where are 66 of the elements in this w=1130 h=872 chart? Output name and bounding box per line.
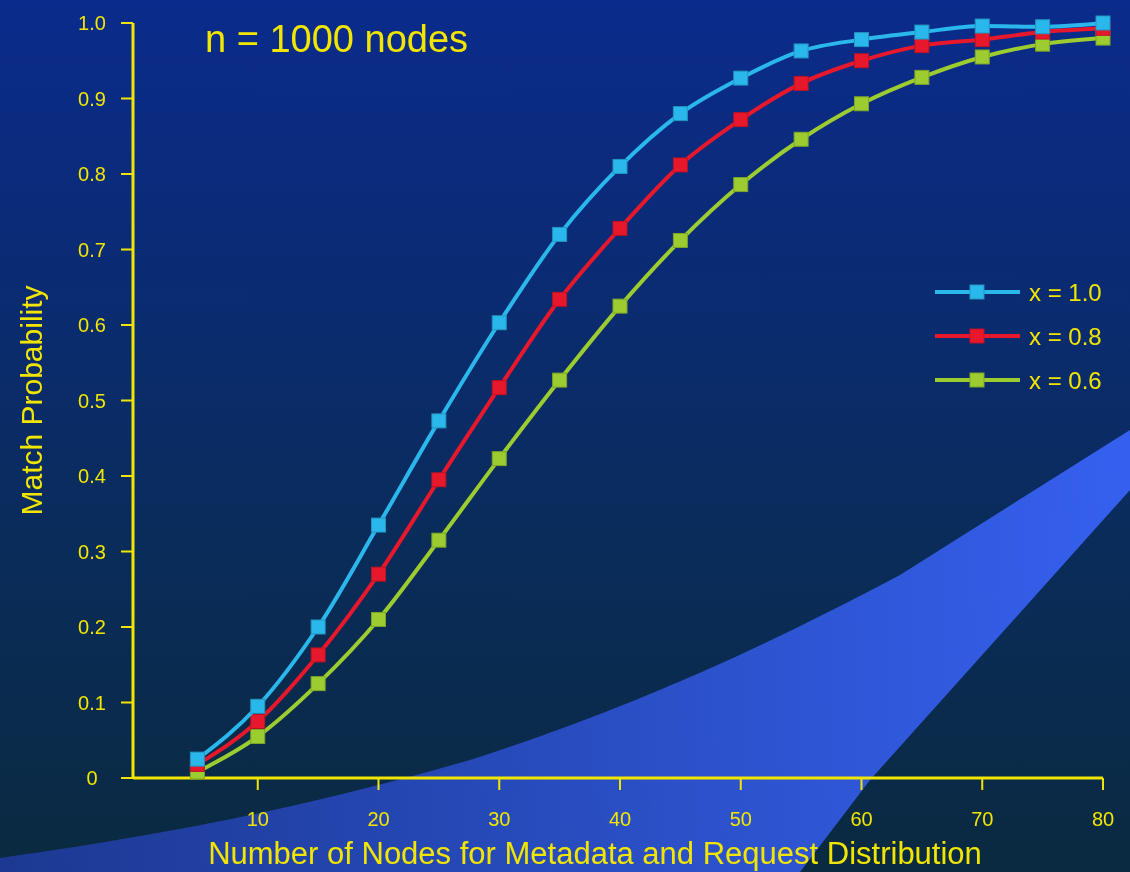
point	[431, 472, 447, 488]
x-tick-label: 10	[246, 808, 269, 830]
x-tick-label: 50	[729, 808, 752, 830]
x-tick-label: 30	[488, 808, 511, 830]
y-tick-label: 0.9	[78, 87, 106, 110]
legend-label: x = 0.8	[1029, 323, 1102, 350]
point	[974, 18, 990, 34]
point	[310, 676, 326, 692]
point	[250, 713, 266, 729]
point	[793, 131, 809, 147]
y-tick-label: 0.8	[78, 163, 106, 185]
point	[552, 372, 568, 388]
y-tick-label: 0.3	[78, 540, 106, 563]
point	[491, 380, 507, 396]
point	[1095, 15, 1111, 31]
point	[733, 70, 749, 86]
y-tick-label: 0.4	[78, 465, 106, 487]
point	[612, 158, 628, 174]
point	[371, 566, 386, 582]
legend-label: x = 1.0	[1029, 279, 1102, 306]
point	[612, 298, 628, 314]
point	[612, 220, 628, 236]
point	[914, 69, 930, 85]
y-tick-label: 0.7	[78, 238, 106, 261]
point	[189, 751, 205, 767]
x-tick-label: 20	[367, 808, 390, 830]
point	[552, 291, 568, 307]
point	[793, 75, 809, 91]
y-tick-label: 0.6	[78, 314, 106, 336]
y-tick-label: 0	[86, 767, 98, 789]
point	[491, 315, 507, 331]
point	[371, 611, 386, 627]
y-axis-title: Match Probability	[15, 285, 48, 516]
x-tick-label: 60	[850, 808, 873, 830]
y-tick-label: 0.1	[78, 691, 106, 714]
point	[793, 43, 809, 59]
point	[491, 451, 507, 467]
point	[1035, 19, 1051, 35]
x-axis-title: Number of Nodes for Metadata and Request Distribution	[208, 836, 982, 871]
point	[672, 157, 688, 173]
y-tick-label: 0.2	[78, 616, 106, 638]
point	[250, 698, 266, 714]
x-tick-label: 70	[971, 808, 994, 830]
point	[672, 106, 688, 122]
point	[552, 226, 568, 242]
point	[431, 532, 447, 548]
point	[431, 413, 447, 429]
chart-title: n = 1000 nodes	[205, 18, 469, 60]
point	[672, 232, 688, 248]
y-tick-label: 1.0	[78, 12, 106, 34]
legend-label: x = 0.6	[1029, 367, 1102, 394]
point	[310, 647, 326, 663]
point	[914, 38, 930, 54]
point	[733, 177, 749, 193]
point	[733, 112, 749, 128]
y-tick-label: 0.5	[78, 389, 106, 412]
point	[974, 49, 990, 65]
x-tick-label: 40	[608, 808, 632, 830]
point	[250, 728, 266, 744]
point	[854, 96, 869, 112]
point	[914, 24, 930, 40]
point	[310, 619, 326, 635]
point	[371, 517, 386, 533]
x-tick-label: 80	[1091, 808, 1115, 830]
point	[854, 32, 869, 48]
point	[854, 53, 869, 69]
